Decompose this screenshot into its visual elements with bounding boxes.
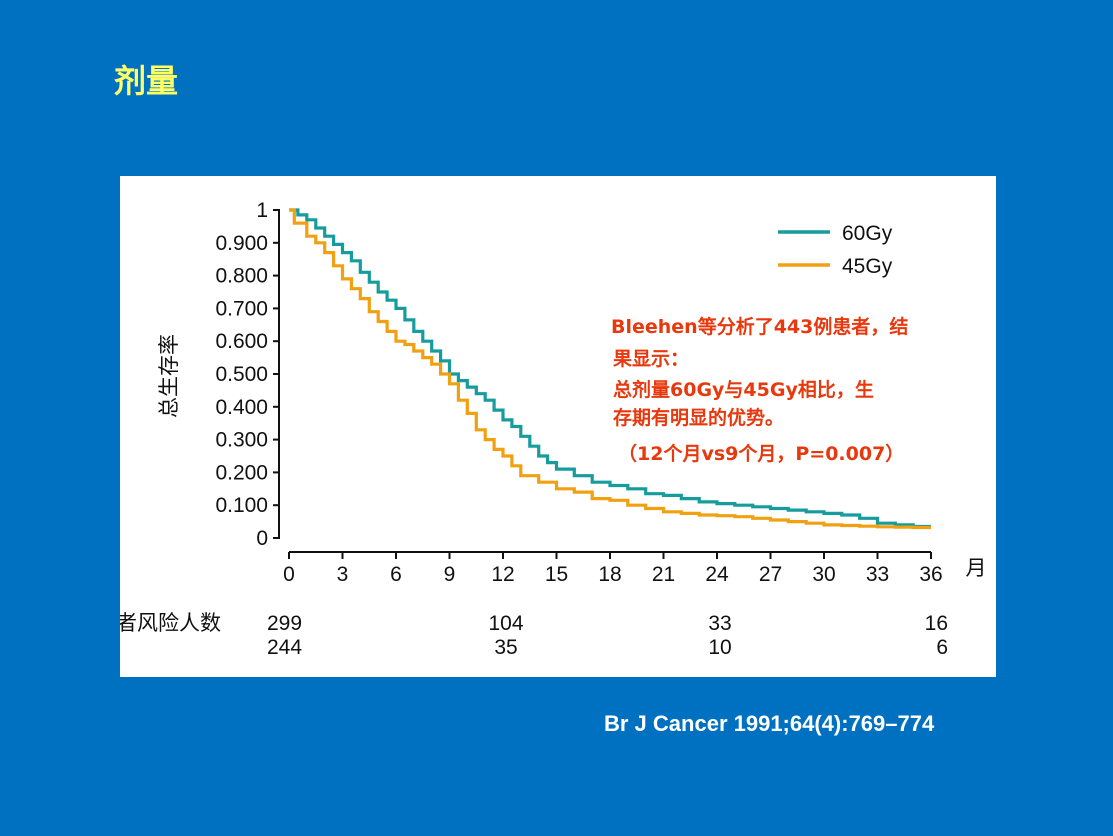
x-tick-label: 36 [919, 563, 942, 586]
y-tick-label: 0.300 [215, 429, 268, 452]
annotation-line: 总剂量60Gy与45Gy相比，生 [613, 378, 874, 401]
x-tick-label: 0 [283, 563, 295, 586]
series-line-60gy [289, 208, 931, 529]
risk-table-cell: 104 [488, 612, 523, 635]
x-tick-label: 30 [812, 563, 835, 586]
risk-table-cell: 244 [267, 636, 302, 659]
x-tick-label: 33 [866, 563, 889, 586]
x-tick-label: 21 [652, 563, 675, 586]
x-tick-label: 12 [491, 563, 514, 586]
survival-chart: 0 0.100 0.200 0.300 0.400 0.500 0.600 0.700 0.80… [120, 176, 996, 677]
y-tick-label: 1 [256, 199, 268, 222]
x-tick-label: 9 [444, 563, 456, 586]
y-tick-label: 0.800 [215, 265, 268, 288]
slide-title: 剂量 [114, 62, 179, 100]
risk-table-cell: 16 [925, 612, 948, 635]
x-tick-label: 18 [598, 563, 621, 586]
y-tick-label: 0.900 [215, 232, 268, 255]
risk-table-cell: 299 [267, 612, 302, 635]
annotation-line: 果显示： [612, 348, 689, 370]
x-tick-label: 24 [705, 563, 729, 586]
risk-table-cell: 35 [494, 636, 517, 659]
annotation-line: 存期有明显的优势。 [613, 406, 784, 429]
risk-table-label: 者风险人数 [120, 611, 221, 635]
y-tick-label: 0.500 [215, 363, 268, 386]
x-tick-label: 3 [337, 563, 349, 586]
y-tick-label: 0.100 [215, 494, 268, 517]
citation: Br J Cancer 1991;64(4):769–774 [604, 711, 935, 736]
y-axis-label: 总生存率 [157, 334, 181, 418]
x-tick-label: 15 [545, 563, 568, 586]
annotation-line: Bleehen等分析了443例患者，结 [611, 315, 908, 338]
y-tick-label: 0.200 [215, 461, 268, 484]
legend-label-45gy: 45Gy [842, 255, 893, 278]
annotation-line: （12个月vs9个月，P=0.007） [618, 442, 904, 465]
risk-table-cell: 33 [708, 612, 731, 635]
risk-table-cell: 10 [708, 636, 731, 659]
x-axis-label: 月 [966, 556, 987, 580]
x-tick-label: 27 [759, 563, 782, 586]
x-tick-label: 6 [390, 563, 402, 586]
y-tick-label: 0.400 [215, 396, 268, 419]
risk-table-cell: 6 [936, 636, 948, 659]
y-tick-label: 0.700 [215, 297, 268, 320]
y-tick-label: 0 [256, 527, 268, 550]
series-line-45gy [289, 208, 931, 530]
survival-chart-svg: 0 0.100 0.200 0.300 0.400 0.500 0.600 0.700 0.80… [120, 199, 987, 659]
y-tick-label: 0.600 [215, 330, 268, 353]
legend-label-60gy: 60Gy [842, 222, 893, 245]
